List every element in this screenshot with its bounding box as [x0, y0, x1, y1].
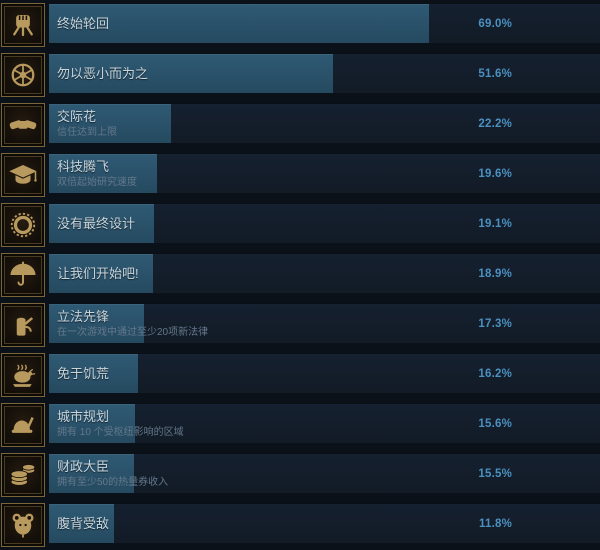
global-percent-bar: 腹背受敌 11.8% [49, 503, 600, 543]
achievement-row: 没有最终设计 19.1% [0, 200, 600, 250]
mouse-icon [8, 510, 38, 540]
global-percent-fill [49, 304, 145, 343]
achievement-row: 让我们开始吧! 18.9% [0, 250, 600, 300]
achievement-description: 在一次游戏中通过至少20项新法律 [57, 326, 209, 338]
achievement-title: 立法先锋 [57, 308, 110, 324]
global-percent-bar: 让我们开始吧! 18.9% [49, 253, 600, 293]
global-percent-fill [49, 454, 135, 493]
achievement-description: 拥有至少50的热量券收入 [57, 476, 169, 488]
achievement-icon [1, 503, 45, 547]
global-percent-value: 11.8% [479, 517, 512, 530]
achievement-title: 交际花 [57, 108, 97, 124]
global-percent-bar: 财政大臣 拥有至少50的热量券收入 15.5% [49, 453, 600, 493]
global-percent-fill [49, 254, 154, 293]
global-percent-bar: 科技腾飞 双倍起始研究速度 19.6% [49, 153, 600, 193]
global-percent-bar: 免于饥荒 16.2% [49, 353, 600, 393]
global-percent-bar: 城市规划 拥有 10 个受枢纽影响的区域 15.6% [49, 403, 600, 443]
achievement-row: 城市规划 拥有 10 个受枢纽影响的区域 15.6% [0, 400, 600, 450]
achievement-icon [1, 403, 45, 447]
global-percent-fill [49, 204, 155, 243]
achievement-title: 城市规划 [57, 408, 110, 424]
achievement-row: 终始轮回 69.0% [0, 0, 600, 50]
ring-icon [8, 210, 38, 240]
global-percent-value: 15.6% [478, 417, 512, 430]
achievement-title: 终始轮回 [57, 16, 110, 31]
achievement-icon [1, 53, 45, 97]
achievement-title: 科技腾飞 [57, 158, 110, 174]
achievement-icon [1, 453, 45, 497]
achievement-icon [1, 353, 45, 397]
global-percent-fill [49, 54, 334, 93]
achievement-title: 免于饥荒 [57, 366, 110, 381]
achievement-row: 交际花 信任达到上限 22.2% [0, 100, 600, 150]
achievement-icon [1, 3, 45, 47]
achievement-title: 勿以恶小而为之 [57, 66, 149, 81]
global-percent-fill [49, 354, 139, 393]
global-percent-value: 16.2% [478, 367, 512, 380]
global-percent-value: 19.6% [478, 167, 512, 180]
global-percent-bar: 终始轮回 69.0% [49, 3, 600, 43]
achievement-description: 拥有 10 个受枢纽影响的区域 [57, 426, 184, 438]
hardhat-icon [8, 410, 38, 440]
global-percent-fill [49, 404, 135, 443]
handshake-icon [8, 110, 38, 140]
achievement-title: 财政大臣 [57, 458, 110, 474]
achievement-description: 双倍起始研究速度 [57, 176, 137, 188]
achievement-title: 让我们开始吧! [57, 266, 139, 281]
global-percent-value: 19.1% [478, 217, 512, 230]
graduation-cap-icon [8, 160, 38, 190]
turkey-icon [8, 360, 38, 390]
global-percent-fill [49, 504, 115, 543]
achievement-row: 财政大臣 拥有至少50的热量券收入 15.5% [0, 450, 600, 500]
achievement-icon [1, 153, 45, 197]
achievement-icon [1, 103, 45, 147]
achievement-row: 立法先锋 在一次游戏中通过至少20项新法律 17.3% [0, 300, 600, 350]
global-percent-fill [49, 154, 157, 193]
achievement-row: 科技腾飞 双倍起始研究速度 19.6% [0, 150, 600, 200]
global-percent-bar: 没有最终设计 19.1% [49, 203, 600, 243]
global-percent-value: 17.3% [478, 317, 512, 330]
global-percent-value: 69.0% [478, 17, 512, 30]
global-percent-bar: 立法先锋 在一次游戏中通过至少20项新法律 17.3% [49, 303, 600, 343]
global-percent-value: 15.5% [478, 467, 512, 480]
fist-icon [8, 10, 38, 40]
achievement-row: 免于饥荒 16.2% [0, 350, 600, 400]
global-percent-value: 18.9% [478, 267, 512, 280]
achievement-title: 没有最终设计 [57, 216, 136, 231]
achievement-row: 勿以恶小而为之 51.6% [0, 50, 600, 100]
global-percent-value: 51.6% [478, 67, 512, 80]
global-percent-fill [49, 4, 430, 43]
achievement-icon [1, 203, 45, 247]
jug-icon [8, 310, 38, 340]
achievement-row: 腹背受敌 11.8% [0, 500, 600, 550]
global-percent-fill [49, 104, 172, 143]
coins-icon [8, 460, 38, 490]
global-percent-value: 22.2% [478, 117, 512, 130]
radial-badge-icon [8, 60, 38, 90]
achievement-description: 信任达到上限 [57, 126, 117, 138]
global-percent-bar: 交际花 信任达到上限 22.2% [49, 103, 600, 143]
achievement-icon [1, 253, 45, 297]
achievement-icon [1, 303, 45, 347]
achievement-title: 腹背受敌 [57, 516, 110, 531]
global-percent-bar: 勿以恶小而为之 51.6% [49, 53, 600, 93]
umbrella-icon [8, 260, 38, 290]
